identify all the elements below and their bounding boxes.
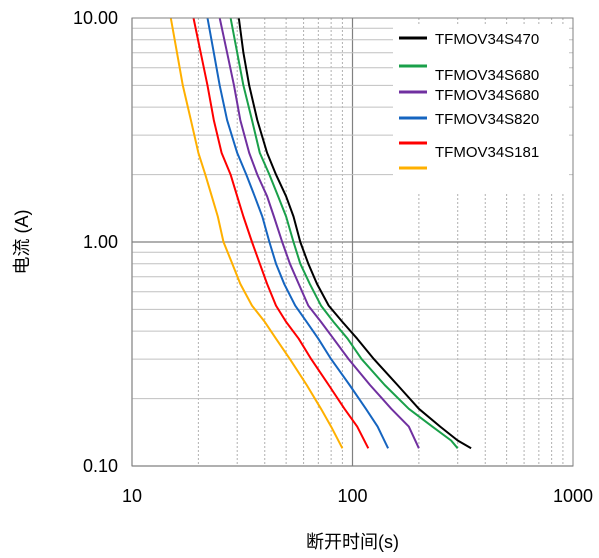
x-tick-label: 100	[337, 486, 367, 506]
series-line-5	[192, 17, 370, 449]
series-line-4	[206, 17, 390, 449]
y-axis-title: 电流 (A)	[12, 210, 32, 275]
legend-label-4: TFMOV34S820	[435, 111, 539, 128]
legend-label-3: TFMOV34S680	[435, 87, 539, 104]
series-line-1	[237, 17, 472, 450]
y-tick-label: 10.00	[73, 8, 118, 28]
x-tick-label: 1000	[553, 486, 593, 506]
series-layer	[169, 17, 472, 450]
legend-label-5: TFMOV34S181	[435, 144, 539, 161]
series-line-2	[229, 17, 459, 449]
y-tick-label: 0.10	[83, 456, 118, 476]
legend-label-1: TFMOV34S470	[435, 31, 539, 48]
x-axis-title: 断开时间(s)	[306, 532, 399, 552]
series-line-6	[169, 17, 344, 449]
legend-box	[393, 24, 569, 194]
y-tick-label: 1.00	[83, 232, 118, 252]
legend-label-2: TFMOV34S680	[435, 67, 539, 84]
series-line-3	[218, 17, 420, 449]
tick-labels: 10 100 1000 0.10 1.00 10.00	[73, 8, 593, 506]
grid	[131, 18, 573, 467]
legend: TFMOV34S470 TFMOV34S680 TFMOV34S680 TFMOV34…	[393, 24, 569, 194]
plot-frame	[131, 17, 574, 467]
x-tick-label: 10	[122, 486, 142, 506]
